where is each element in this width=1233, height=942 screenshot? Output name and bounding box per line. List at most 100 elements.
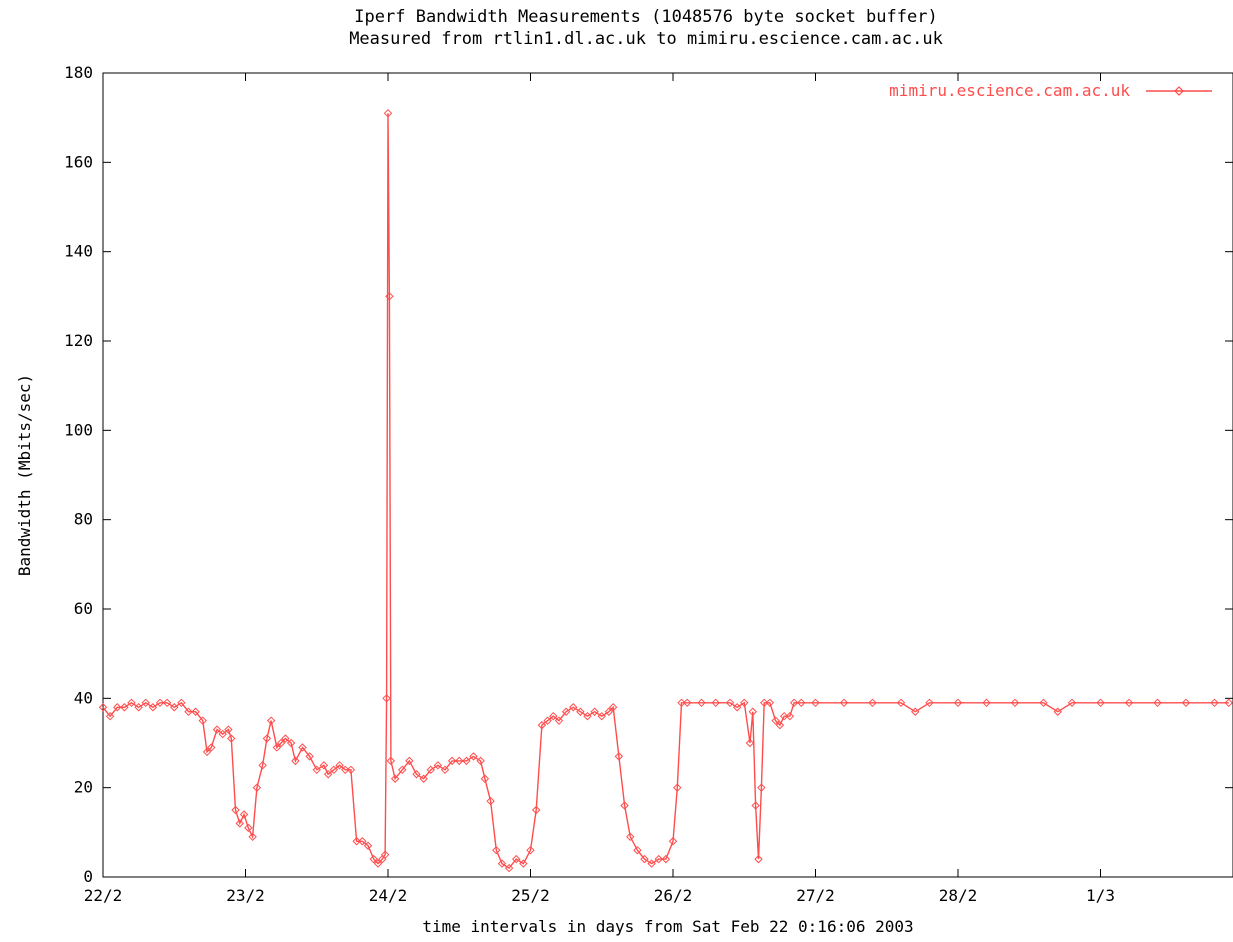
data-point: [661, 854, 671, 864]
data-point: [346, 765, 356, 775]
data-point: [697, 698, 706, 708]
data-point: [640, 854, 649, 864]
data-point: [212, 725, 222, 734]
data-point: [184, 707, 193, 716]
data-point: [543, 716, 552, 725]
data-point: [426, 765, 435, 775]
data-point: [373, 859, 383, 868]
data-point: [398, 765, 407, 775]
data-point: [561, 707, 571, 716]
y-axis-label: Bandwidth (Mbits/sec): [15, 374, 34, 576]
y-tick-label: 140: [64, 242, 93, 261]
data-point: [811, 698, 820, 708]
y-axis: 0 20 40 60 80 100 120 140 160 180: [64, 63, 1233, 886]
data-point: [982, 698, 991, 708]
data-point: [134, 703, 143, 712]
x-tick-label: 26/2: [654, 886, 693, 905]
data-point: [113, 703, 122, 712]
series-group: [98, 108, 1233, 873]
data-point: [281, 734, 290, 743]
data-point: [412, 770, 421, 779]
data-point: [590, 707, 599, 716]
data-point: [298, 743, 307, 752]
data-point: [583, 711, 592, 721]
data-point: [519, 859, 528, 868]
data-point: [668, 837, 678, 846]
y-tick-label: 120: [64, 331, 93, 350]
data-point: [323, 770, 333, 779]
data-point: [386, 756, 396, 766]
data-point: [896, 698, 906, 708]
data-point: [272, 743, 282, 752]
data-point: [419, 774, 428, 783]
data-point: [258, 761, 267, 770]
data-point: [620, 801, 629, 810]
data-point: [244, 823, 253, 833]
y-tick-label: 100: [64, 420, 93, 439]
data-point: [363, 841, 373, 850]
x-tick-label: 22/2: [84, 886, 123, 905]
data-point: [633, 845, 642, 855]
data-point: [358, 837, 367, 846]
data-point: [476, 756, 485, 766]
data-point: [248, 832, 257, 842]
data-point: [531, 805, 541, 815]
data-point: [1010, 698, 1020, 708]
x-tick-label: 28/2: [939, 886, 978, 905]
data-point: [647, 859, 656, 868]
data-point: [789, 698, 799, 708]
data-point: [537, 720, 547, 730]
data-point: [433, 761, 443, 770]
data-point: [252, 783, 262, 792]
data-point: [654, 854, 663, 864]
data-point: [497, 859, 507, 868]
data-point: [312, 765, 321, 775]
data-point: [207, 743, 216, 752]
data-point: [455, 756, 464, 766]
data-point: [732, 703, 742, 712]
data-point: [369, 854, 378, 864]
data-point: [239, 810, 249, 819]
data-point: [148, 703, 158, 712]
x-tick-label: 1/3: [1086, 886, 1115, 905]
legend-label: mimiru.escience.cam.ac.uk: [889, 81, 1130, 100]
data-point: [390, 774, 400, 783]
data-point: [1224, 698, 1233, 708]
data-point: [839, 698, 849, 708]
data-point: [447, 756, 457, 766]
x-tick-label: 24/2: [369, 886, 408, 905]
data-point: [162, 698, 172, 708]
data-point: [462, 756, 471, 766]
x-axis-label: time intervals in days from Sat Feb 22 0…: [422, 917, 913, 936]
data-point: [504, 863, 514, 873]
data-point: [383, 108, 393, 118]
data-point: [177, 698, 186, 708]
data-point: [797, 698, 806, 708]
data-point: [754, 854, 763, 864]
data-point: [266, 716, 276, 725]
legend-marker: [1174, 86, 1184, 96]
data-point: [155, 698, 165, 708]
data-point: [748, 707, 758, 716]
data-point: [235, 819, 245, 828]
data-point: [711, 698, 720, 708]
data-point: [526, 845, 535, 855]
data-point: [745, 738, 755, 748]
data-point: [597, 711, 606, 721]
data-point: [218, 729, 227, 739]
chart-subtitle: Measured from rtlin1.dl.ac.uk to mimiru.…: [349, 29, 943, 49]
data-point: [202, 747, 212, 757]
data-point: [440, 765, 450, 775]
data-point: [224, 725, 233, 734]
series-line: [102, 113, 1229, 870]
data-point: [677, 698, 686, 708]
plot-frame: [102, 72, 1233, 878]
data-point: [352, 837, 361, 846]
data-point: [120, 703, 129, 712]
data-point: [1210, 698, 1219, 708]
data-point: [469, 752, 478, 761]
data-point: [262, 734, 272, 743]
y-tick-label: 60: [74, 599, 93, 618]
data-point: [604, 707, 614, 716]
data-point: [1181, 698, 1191, 708]
